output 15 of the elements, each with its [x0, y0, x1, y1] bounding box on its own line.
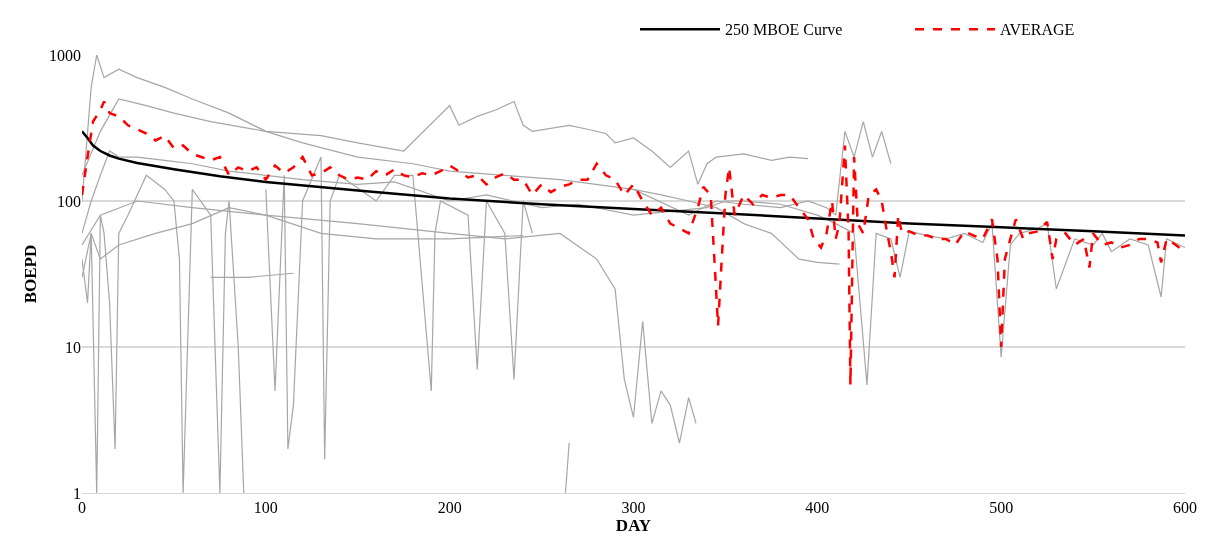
x-tick-label: 100 — [253, 499, 278, 517]
legend-label: AVERAGE — [1000, 21, 1075, 39]
x-axis-title: DAY — [615, 516, 652, 536]
y-tick-label: 100 — [57, 192, 81, 210]
y-axis-title: BOEPD — [20, 244, 40, 304]
legend-label: 250 MBOE Curve — [725, 21, 843, 39]
x-tick-label: 500 — [989, 499, 1014, 517]
x-tick-label: 0 — [78, 499, 86, 517]
x-tick-label: 300 — [621, 499, 646, 517]
y-tick-label: 1000 — [49, 46, 81, 64]
y-tick-label: 10 — [65, 338, 81, 356]
x-tick-label: 200 — [437, 499, 462, 517]
x-tick-label: 600 — [1173, 499, 1197, 517]
x-tick-label: 400 — [805, 499, 830, 517]
y-tick-label: 1 — [73, 484, 81, 502]
